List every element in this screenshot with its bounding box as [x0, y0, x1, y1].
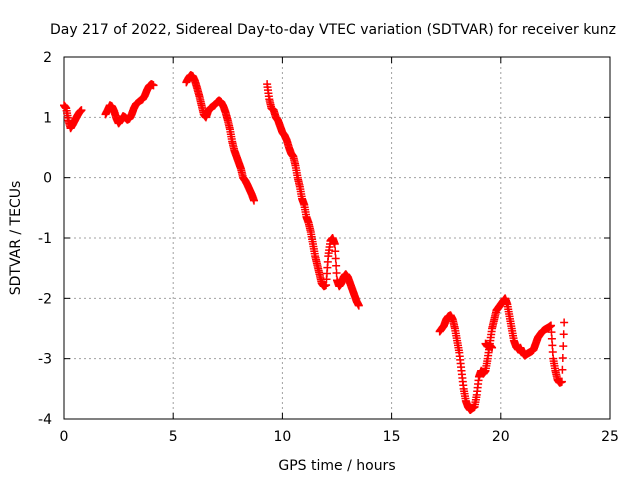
x-tick-label: 20: [492, 429, 510, 445]
series-5: [481, 339, 497, 352]
data-point: [557, 377, 566, 386]
data-point: [331, 254, 340, 263]
data-point: [558, 353, 567, 362]
y-tick-label: -1: [38, 231, 52, 247]
data-point: [354, 301, 363, 310]
data-point: [332, 268, 341, 277]
x-tick-label: 10: [273, 429, 291, 445]
x-tick-label: 25: [601, 429, 619, 445]
chart-title: Day 217 of 2022, Sidereal Day-to-day VTE…: [50, 22, 616, 38]
data-point: [250, 196, 259, 205]
x-axis-label: GPS time / hours: [278, 458, 395, 474]
y-tick-label: -4: [38, 412, 52, 428]
y-tick-label: -3: [38, 352, 52, 368]
data-point: [558, 365, 567, 374]
x-tick-label: 5: [169, 429, 178, 445]
series-1: [101, 80, 158, 128]
y-tick-label: 1: [43, 110, 52, 126]
x-tick-label: 0: [60, 429, 69, 445]
data-point: [77, 106, 86, 115]
data-point: [330, 240, 339, 249]
data-point: [559, 330, 568, 339]
y-tick-label: -2: [38, 291, 52, 307]
grid: [64, 57, 610, 419]
y-axis-label: SDTVAR / TECUs: [8, 181, 24, 296]
data-point: [559, 342, 568, 351]
y-tick-label: 2: [43, 50, 52, 66]
data-point: [560, 318, 569, 327]
data-point: [331, 247, 340, 256]
series-4: [435, 294, 569, 414]
data-points: [60, 71, 569, 414]
y-tick-label: 0: [43, 171, 52, 187]
x-tick-label: 15: [383, 429, 401, 445]
data-point: [149, 81, 158, 90]
series-3: [263, 80, 363, 310]
series-0: [60, 101, 86, 133]
series-2: [182, 71, 259, 205]
data-point: [332, 261, 341, 270]
data-point: [488, 343, 497, 352]
